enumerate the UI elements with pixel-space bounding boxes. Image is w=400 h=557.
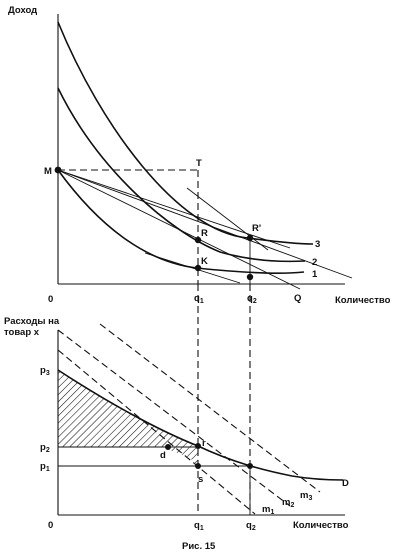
top-x-axis-label: Количество — [335, 295, 391, 306]
top-panel: Доход Количество 0 3 2 1 M T R R' — [8, 5, 391, 306]
point-s — [195, 463, 201, 469]
point-d — [165, 444, 171, 450]
curve-label-1: 1 — [312, 269, 318, 280]
bottom-y-axis-label-1: Расходы на — [4, 316, 60, 327]
top-tick-q2: q2 — [247, 293, 257, 305]
label-m: M — [44, 166, 52, 177]
point-q2-low — [246, 273, 254, 281]
line-m1 — [57, 349, 256, 515]
label-r: R — [201, 228, 208, 239]
bottom-y-axis-label-2: товар x — [4, 327, 40, 338]
top-y-axis-label: Доход — [8, 5, 37, 16]
tick-p1: p1 — [40, 461, 50, 473]
budget-line-flat — [57, 169, 301, 290]
line-m2 — [57, 329, 291, 507]
label-r-lower: r — [202, 438, 206, 449]
curve-label-3: 3 — [315, 239, 320, 250]
demand-curve — [57, 369, 344, 481]
bottom-panel: Расходы на товар x 0 Количество r s d p3… — [4, 316, 349, 532]
bottom-tick-q1: q1 — [194, 520, 204, 532]
point-q2-demand — [247, 463, 253, 469]
indifference-curve-2 — [57, 87, 306, 263]
tangent-k — [144, 252, 241, 284]
tangent-r-prime — [186, 187, 269, 251]
top-tick-q: Q — [294, 293, 301, 304]
line-m3 — [99, 323, 321, 493]
indifference-curve-3 — [57, 21, 314, 245]
point-r-lower — [195, 443, 201, 449]
label-t: T — [196, 158, 202, 169]
bottom-x-axis-label: Количество — [293, 520, 349, 531]
figure-caption: Рис. 15 — [182, 541, 216, 552]
point-r-prime — [246, 234, 254, 242]
top-tick-q1: q1 — [194, 293, 204, 305]
indifference-curve-1 — [57, 169, 305, 275]
label-m2: m2 — [282, 497, 294, 509]
label-r-prime: R' — [252, 223, 261, 234]
point-r — [194, 236, 202, 244]
label-d: d — [160, 450, 166, 461]
tick-p2: p2 — [40, 442, 50, 454]
point-m — [54, 166, 62, 174]
hatched-area — [58, 370, 198, 466]
bottom-origin-label: 0 — [48, 520, 53, 531]
label-m1: m1 — [262, 504, 274, 516]
budget-line-steep — [57, 169, 353, 279]
label-demand: D — [342, 478, 349, 489]
label-m3: m3 — [300, 490, 312, 502]
budget-line-middle — [57, 169, 291, 249]
label-s: s — [198, 474, 203, 485]
top-origin-label: 0 — [48, 294, 53, 305]
point-k — [194, 264, 202, 272]
curve-label-2: 2 — [312, 257, 317, 268]
label-k: K — [201, 256, 208, 267]
tick-p3: p3 — [40, 365, 50, 377]
bottom-tick-q2: q2 — [246, 520, 256, 532]
